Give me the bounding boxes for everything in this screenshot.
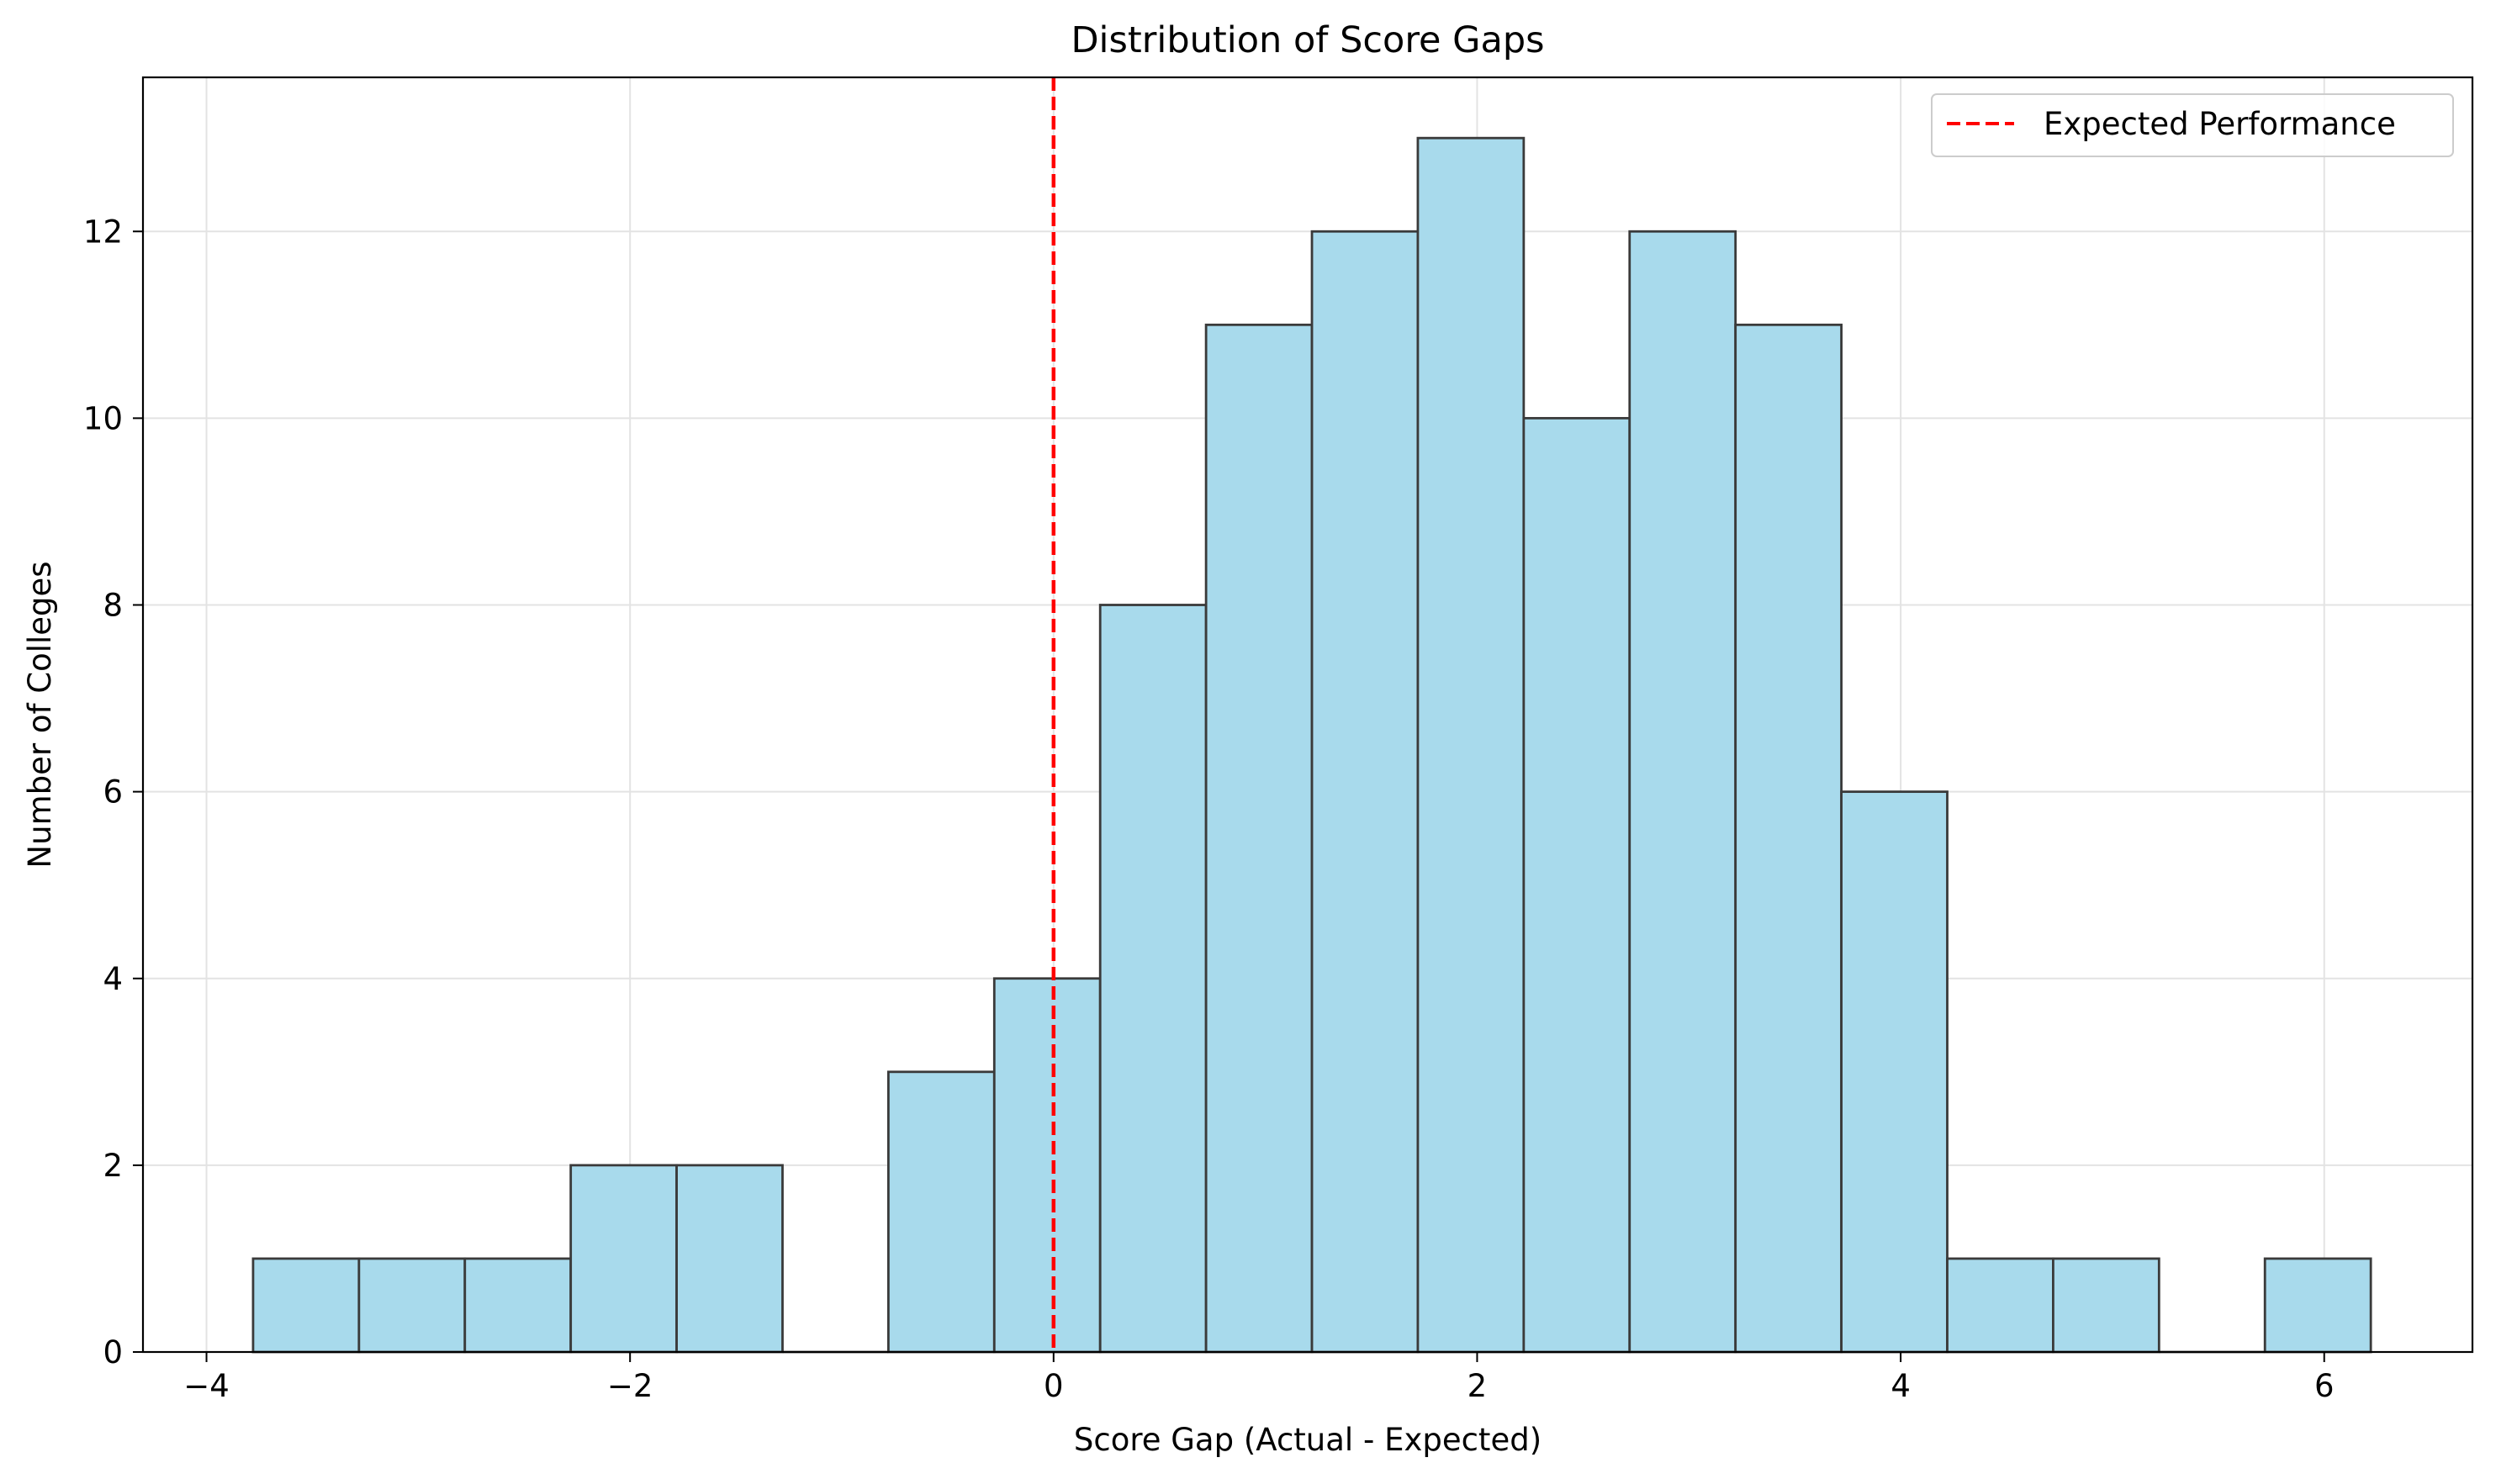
x-tick-label: 6 [2314, 1368, 2335, 1404]
histogram-bar [357, 1257, 467, 1354]
y-tick-label: 10 [83, 400, 123, 436]
x-axis-label: Score Gap (Actual - Expected) [1074, 1422, 1541, 1458]
y-tick-label: 8 [103, 588, 123, 624]
histogram-bar [1734, 323, 1843, 1354]
histogram-bar [2051, 1257, 2160, 1354]
x-axis-ticks: −4 −2 0 2 4 6 [183, 1352, 2335, 1404]
y-tick-label: 12 [83, 214, 123, 250]
x-tick-label: 0 [1044, 1368, 1064, 1404]
x-tick-label: 4 [1891, 1368, 1911, 1404]
histogram-bar [887, 1070, 996, 1354]
histogram-bar [2263, 1257, 2372, 1354]
histogram-bar [992, 977, 1102, 1354]
histogram-bar [1416, 136, 1526, 1354]
histogram-bar [1840, 790, 1949, 1354]
histogram-bar [1628, 230, 1737, 1354]
histogram-bar [251, 1257, 361, 1354]
legend: Expected Performance [1931, 93, 2454, 157]
histogram-bar [1098, 604, 1208, 1354]
histogram-bar [675, 1164, 784, 1354]
legend-entry-label: Expected Performance [2044, 106, 2396, 142]
histogram-bar [569, 1164, 678, 1354]
chart-title: Distribution of Score Gaps [1071, 19, 1544, 61]
x-tick-label: −2 [607, 1368, 653, 1404]
y-axis-ticks: 0 2 4 6 8 10 12 [83, 214, 143, 1370]
histogram-bars [251, 136, 2372, 1354]
histogram-bar [1946, 1257, 2054, 1354]
y-tick-label: 0 [103, 1334, 123, 1370]
legend-box [1931, 93, 2454, 157]
histogram-bar [1522, 416, 1631, 1354]
histogram-bar [1204, 323, 1314, 1354]
histogram-bar [463, 1257, 573, 1354]
y-tick-label: 6 [103, 774, 123, 811]
y-tick-label: 2 [103, 1148, 123, 1184]
x-tick-label: 2 [1467, 1368, 1488, 1404]
y-axis-label: Number of Colleges [22, 561, 58, 868]
histogram-bar [1310, 230, 1420, 1354]
x-tick-label: −4 [183, 1368, 230, 1404]
y-tick-label: 4 [103, 961, 123, 997]
plot-frame [141, 76, 2474, 1354]
